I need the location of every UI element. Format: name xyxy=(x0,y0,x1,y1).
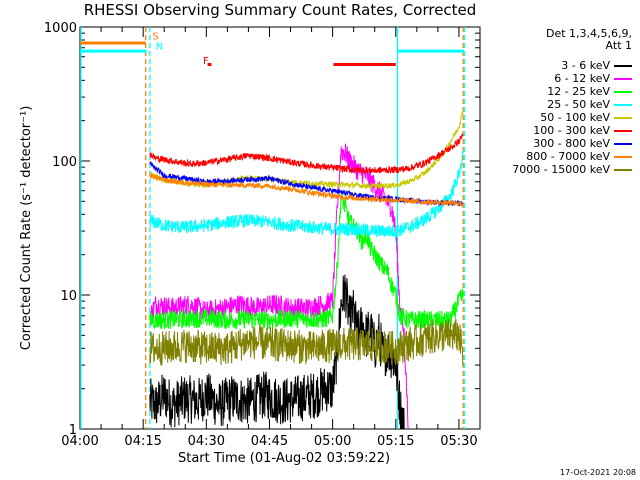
legend-item: 7000 - 15000 keV xyxy=(484,163,634,176)
flag-label: S xyxy=(152,31,158,42)
y-tick-label: 100 xyxy=(52,155,77,170)
legend-header-line-2: Att 1 xyxy=(605,39,632,52)
legend-item: 800 - 7000 keV xyxy=(484,150,634,163)
x-axis-label: Start Time (01-Aug-02 03:59:22) xyxy=(178,451,390,466)
plot-frame xyxy=(79,26,481,430)
x-tick-label: 04:15 xyxy=(124,434,161,449)
legend: 3 - 6 keV 6 - 12 keV 12 - 25 keV 25 - 50 ke… xyxy=(484,59,634,176)
chart-title: RHESSI Observing Summary Count Rates, Co… xyxy=(83,1,477,19)
x-tick-label: 04:30 xyxy=(188,434,225,449)
legend-label: 800 - 7000 keV xyxy=(526,150,610,163)
x-tick-label: 05:30 xyxy=(440,434,477,449)
series-6-12-line xyxy=(149,143,409,430)
legend-label: 7000 - 15000 keV xyxy=(512,163,610,176)
x-tick-label: 05:00 xyxy=(314,434,351,449)
legend-item: 25 - 50 keV xyxy=(484,98,634,111)
legend-label: 3 - 6 keV xyxy=(561,59,610,72)
y-tick-label: 1000 xyxy=(44,21,77,36)
legend-label: 300 - 800 keV xyxy=(533,137,610,150)
y-tick-label: 1 xyxy=(69,423,77,438)
y-tick-label: 10 xyxy=(60,289,77,304)
x-tick-label: 05:15 xyxy=(377,434,414,449)
timestamp: 17-Oct-2021 20:08 xyxy=(560,468,636,477)
legend-swatch xyxy=(614,117,632,119)
legend-swatch xyxy=(614,143,632,145)
flag-label: N xyxy=(156,41,163,52)
legend-item: 3 - 6 keV xyxy=(484,59,634,72)
series-25-50-line xyxy=(149,150,464,238)
legend-swatch xyxy=(614,104,632,106)
series-100-300-line xyxy=(149,133,464,175)
legend-swatch xyxy=(614,65,632,67)
legend-swatch xyxy=(614,91,632,93)
series-50-100-line xyxy=(149,111,464,190)
x-tick-label: 04:45 xyxy=(251,434,288,449)
flag-label: F xyxy=(203,56,209,67)
legend-item: 6 - 12 keV xyxy=(484,72,634,85)
legend-item: 300 - 800 keV xyxy=(484,137,634,150)
legend-label: 25 - 50 keV xyxy=(547,98,610,111)
legend-item: 50 - 100 keV xyxy=(484,111,634,124)
series-800-7000-line xyxy=(149,171,464,207)
series-7000-15000-line xyxy=(149,318,464,367)
legend-swatch xyxy=(614,130,632,132)
legend-label: 12 - 25 keV xyxy=(547,85,610,98)
legend-item: 100 - 300 keV xyxy=(484,124,634,137)
legend-header-line-1: Det 1,3,4,5,6,9, xyxy=(545,27,632,40)
legend-swatch xyxy=(614,78,632,80)
series-12-25-line xyxy=(149,190,464,331)
legend-label: 100 - 300 keV xyxy=(533,124,610,137)
legend-label: 50 - 100 keV xyxy=(540,111,610,124)
legend-swatch xyxy=(614,169,632,171)
series-3-6-line xyxy=(149,274,405,430)
x-tick-label: 04:00 xyxy=(61,434,98,449)
legend-label: 6 - 12 keV xyxy=(554,72,610,85)
y-axis-label: Corrected Count Rate (s⁻¹ detector⁻¹) xyxy=(19,106,34,351)
legend-item: 12 - 25 keV xyxy=(484,85,634,98)
legend-header: Det 1,3,4,5,6,9, Att 1 xyxy=(546,28,632,52)
legend-swatch xyxy=(614,156,632,158)
